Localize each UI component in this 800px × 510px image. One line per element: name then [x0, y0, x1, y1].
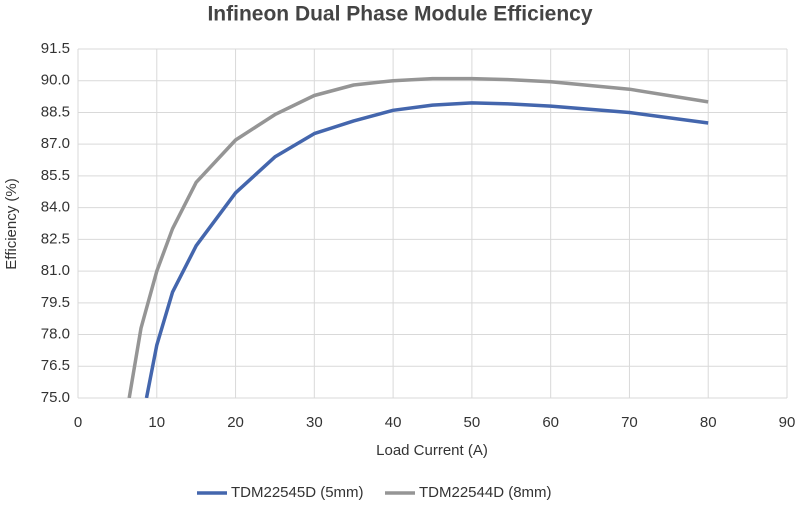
series-line — [144, 101, 709, 398]
x-tick-label: 80 — [700, 414, 717, 431]
legend-label: TDM22544D (8mm) — [419, 484, 552, 501]
x-tick-label: 70 — [621, 414, 638, 431]
y-tick-label: 78.0 — [41, 326, 70, 343]
y-tick-label: 88.5 — [41, 103, 70, 120]
y-tick-label: 87.0 — [41, 135, 70, 152]
y-tick-label: 76.5 — [41, 357, 70, 374]
x-tick-label: 20 — [227, 414, 244, 431]
y-axis-label: Efficiency (%) — [3, 178, 20, 269]
y-tick-label: 91.5 — [41, 40, 70, 57]
series-line — [127, 76, 709, 398]
y-tick-label: 79.5 — [41, 294, 70, 311]
x-tick-label: 0 — [74, 414, 82, 431]
y-tick-label: 85.5 — [41, 167, 70, 184]
y-tick-label: 81.0 — [41, 262, 70, 279]
x-tick-label: 50 — [464, 414, 481, 431]
chart-title: Infineon Dual Phase Module Efficiency — [207, 3, 592, 26]
y-tick-label: 90.0 — [41, 72, 70, 89]
x-tick-label: 10 — [148, 414, 165, 431]
y-tick-label: 75.0 — [41, 389, 70, 406]
legend-label: TDM22545D (5mm) — [231, 484, 364, 501]
y-tick-label: 82.5 — [41, 230, 70, 247]
x-tick-label: 30 — [306, 414, 323, 431]
x-axis-label: Load Current (A) — [376, 442, 488, 459]
y-tick-label: 84.0 — [41, 199, 70, 216]
x-tick-label: 40 — [385, 414, 402, 431]
x-tick-label: 60 — [542, 414, 559, 431]
x-tick-label: 90 — [779, 414, 796, 431]
